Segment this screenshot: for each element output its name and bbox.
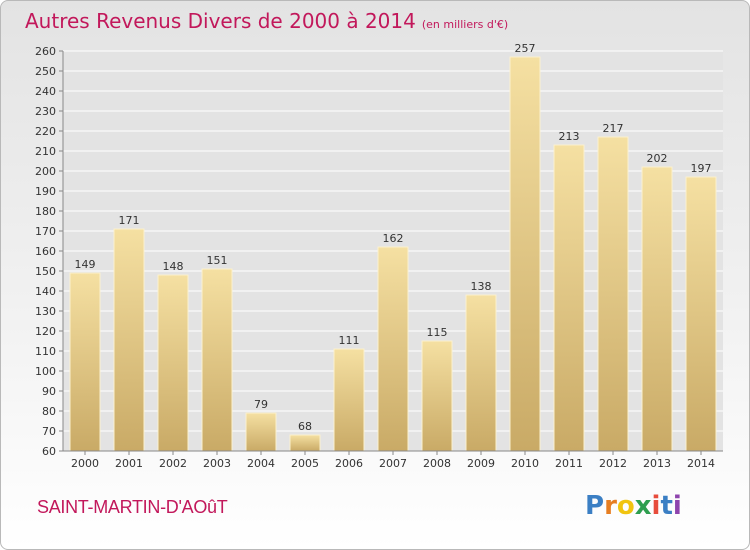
value-label-2005: 68 — [298, 420, 312, 433]
y-tick-label: 90 — [42, 385, 56, 398]
y-tick-label: 70 — [42, 425, 56, 438]
value-label-2004: 79 — [254, 398, 268, 411]
value-label-2009: 138 — [471, 280, 492, 293]
logo-letter: i — [672, 491, 682, 521]
y-tick-label: 220 — [35, 125, 56, 138]
logo-letter: P — [585, 491, 605, 521]
x-axis-ticks: 2000 2001 2002 2003 2004 2005 2006 2007 2008 2009… — [71, 451, 715, 470]
x-tick-label: 2009 — [467, 457, 495, 470]
bar-2012 — [597, 136, 629, 452]
value-label-2010: 257 — [515, 42, 536, 55]
value-label-2007: 162 — [383, 232, 404, 245]
y-tick-label: 190 — [35, 185, 56, 198]
chart-subtitle: (en milliers d'€) — [421, 18, 509, 31]
commune-name: SAINT-MARTIN-D'AOûT — [37, 497, 228, 517]
bar-2000 — [69, 272, 101, 452]
y-tick-label: 160 — [35, 245, 56, 258]
bar-2008 — [421, 340, 453, 452]
value-label-2011: 213 — [559, 130, 580, 143]
value-label-2012: 217 — [603, 122, 624, 135]
x-tick-label: 2010 — [511, 457, 539, 470]
x-tick-label: 2006 — [335, 457, 363, 470]
x-tick-label: 2012 — [599, 457, 627, 470]
bar-2005 — [289, 434, 321, 452]
y-tick-label: 170 — [35, 225, 56, 238]
bar-2011 — [553, 144, 585, 452]
bars — [69, 56, 717, 452]
value-label-2000: 149 — [75, 258, 96, 271]
bar-2001 — [113, 228, 145, 452]
y-tick-label: 180 — [35, 205, 56, 218]
y-tick-label: 140 — [35, 285, 56, 298]
value-labels: 149 171 148 151 79 68 111 162 115 138 257 213 217 202… — [75, 42, 712, 433]
logo-letter: o — [616, 491, 635, 521]
y-tick-label: 260 — [35, 45, 56, 58]
y-tick-label: 230 — [35, 105, 56, 118]
bar-2004 — [245, 412, 277, 452]
chart-title: Autres Revenus Divers de 2000 à 2014 (en … — [25, 9, 508, 33]
bar-2006 — [333, 348, 365, 452]
x-tick-label: 2000 — [71, 457, 99, 470]
bar-2010 — [509, 56, 541, 452]
x-tick-label: 2011 — [555, 457, 583, 470]
x-tick-label: 2002 — [159, 457, 187, 470]
x-tick-label: 2007 — [379, 457, 407, 470]
bar-2002 — [157, 274, 189, 452]
proxiti-logo: Proxiti — [585, 491, 682, 521]
logo-letter: i — [651, 491, 661, 521]
x-tick-label: 2013 — [643, 457, 671, 470]
y-tick-label: 240 — [35, 85, 56, 98]
chart-title-text: Autres Revenus Divers de 2000 à 2014 — [25, 9, 416, 33]
bar-2009 — [465, 294, 497, 452]
y-axis-ticks: 60 70 80 90 100 110 120 130 140 150 160 170 180 190 20… — [35, 45, 63, 458]
bar-2003 — [201, 268, 233, 452]
x-tick-label: 2005 — [291, 457, 319, 470]
value-label-2006: 111 — [339, 334, 360, 347]
value-label-2013: 202 — [647, 152, 668, 165]
x-tick-label: 2004 — [247, 457, 275, 470]
value-label-2001: 171 — [119, 214, 140, 227]
bar-2013 — [641, 166, 673, 452]
y-tick-label: 110 — [35, 345, 56, 358]
y-tick-label: 80 — [42, 405, 56, 418]
y-tick-label: 150 — [35, 265, 56, 278]
y-tick-label: 200 — [35, 165, 56, 178]
logo-letter: r — [604, 491, 617, 521]
y-tick-label: 210 — [35, 145, 56, 158]
y-tick-label: 130 — [35, 305, 56, 318]
x-tick-label: 2014 — [687, 457, 715, 470]
logo-letter: t — [660, 491, 673, 521]
value-label-2002: 148 — [163, 260, 184, 273]
y-tick-label: 60 — [42, 445, 56, 458]
x-tick-label: 2001 — [115, 457, 143, 470]
value-label-2003: 151 — [207, 254, 228, 267]
x-tick-label: 2008 — [423, 457, 451, 470]
bar-2007 — [377, 246, 409, 452]
bar-2014 — [685, 176, 717, 452]
value-label-2008: 115 — [427, 326, 448, 339]
y-tick-label: 100 — [35, 365, 56, 378]
value-label-2014: 197 — [691, 162, 712, 175]
x-tick-label: 2003 — [203, 457, 231, 470]
logo-letter: x — [634, 491, 652, 521]
y-tick-label: 250 — [35, 65, 56, 78]
y-tick-label: 120 — [35, 325, 56, 338]
